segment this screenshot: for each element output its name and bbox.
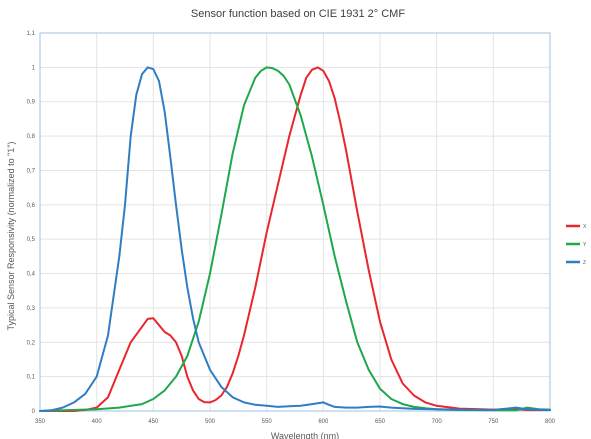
legend-label-y: Y [583, 242, 587, 248]
y-tick-label: 0,7 [27, 168, 36, 174]
x-tick-label: 500 [205, 419, 216, 425]
x-tick-label: 700 [432, 419, 443, 425]
y-tick-label: 0,2 [27, 340, 36, 346]
x-tick-label: 600 [318, 419, 329, 425]
legend-label-x: X [583, 224, 587, 230]
y-tick-label: 0 [32, 409, 36, 415]
legend-label-z: Z [583, 260, 586, 266]
x-axis-label: Wavelength (nm) [271, 431, 339, 439]
y-tick-labels: 0 0,1 0,2 0,3 0,4 0,5 0,6 0,7 0,8 0,9 1 1,1 [27, 31, 36, 415]
y-tick-label: 0,9 [27, 100, 36, 106]
series-line-z [39, 66, 551, 412]
y-axis-label: Typical Sensor Responsivity (normalized … [6, 142, 16, 331]
y-tick-label: 0,8 [27, 134, 36, 140]
y-tick-label: 0,1 [27, 375, 36, 381]
y-tick-label: 1,1 [27, 31, 36, 37]
chart-title: Sensor function based on CIE 1931 2° CMF [191, 8, 405, 20]
x-tick-label: 800 [545, 419, 556, 425]
plot-frame [39, 32, 551, 412]
y-tick-label: 0,4 [27, 272, 36, 278]
x-tick-labels: 350 400 450 500 550 600 650 700 750 800 [35, 419, 556, 425]
series-line-x [39, 66, 551, 412]
x-tick-label: 750 [488, 419, 499, 425]
x-tick-label: 550 [262, 419, 273, 425]
y-tick-label: 1 [32, 65, 36, 71]
y-tick-label: 0,5 [27, 237, 36, 243]
y-tick-label: 0,3 [27, 306, 36, 312]
y-tick-label: 0,6 [27, 203, 36, 209]
x-tick-label: 650 [375, 419, 386, 425]
legend: X Y Z [566, 224, 587, 266]
x-tick-label: 450 [148, 419, 159, 425]
x-tick-label: 400 [92, 419, 103, 425]
grid [39, 32, 551, 412]
series-lines [39, 66, 551, 412]
x-tick-label: 350 [35, 419, 46, 425]
